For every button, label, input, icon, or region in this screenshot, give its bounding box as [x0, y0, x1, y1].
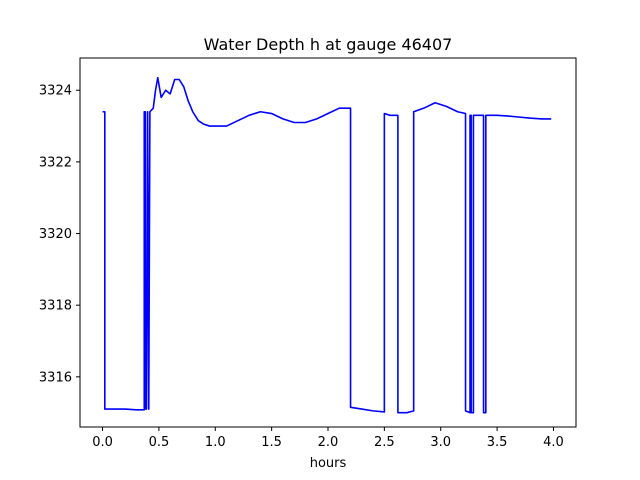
plot-area: [102, 76, 552, 414]
x-tick-label: 4.0: [543, 435, 564, 450]
x-tick-label: 0.5: [149, 435, 170, 450]
x-tick-label: 1.0: [205, 435, 226, 450]
y-tick-label: 3322: [39, 155, 72, 170]
chart-title: Water Depth h at gauge 46407: [204, 35, 453, 54]
x-tick-label: 2.5: [374, 435, 395, 450]
y-tick-label: 3324: [39, 84, 72, 99]
y-tick-label: 3320: [39, 227, 72, 242]
x-tick-label: 1.5: [261, 435, 282, 450]
x-tick-label: 3.0: [430, 435, 451, 450]
x-axis: 0.0 0.5 1.0 1.5 2.0 2.5 3.0 3.5 4.0: [92, 427, 564, 450]
series-line-0: [102, 76, 552, 414]
x-axis-label: hours: [310, 456, 347, 471]
x-tick-label: 2.0: [318, 435, 339, 450]
y-tick-label: 3316: [39, 370, 72, 385]
y-tick-label: 3318: [39, 299, 72, 314]
x-tick-label: 3.5: [487, 435, 508, 450]
y-axis: 3316 3318 3320 3322 3324: [39, 84, 80, 385]
x-tick-label: 0.0: [92, 435, 113, 450]
